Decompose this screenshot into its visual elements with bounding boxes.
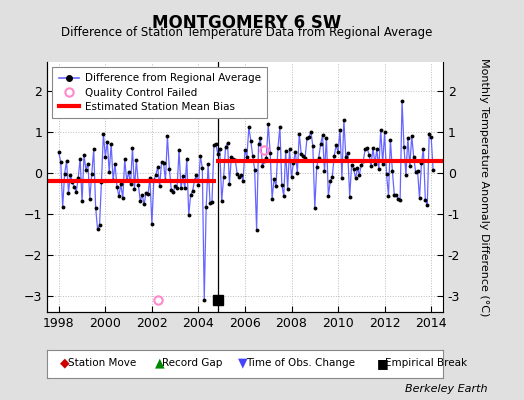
Text: ■: ■ [377, 357, 389, 370]
Text: Station Move: Station Move [68, 358, 136, 368]
Text: Record Gap: Record Gap [162, 358, 223, 368]
Y-axis label: Monthly Temperature Anomaly Difference (°C): Monthly Temperature Anomaly Difference (… [479, 58, 489, 316]
Text: ▲: ▲ [155, 357, 164, 370]
Text: Berkeley Earth: Berkeley Earth [405, 384, 487, 394]
Text: Empirical Break: Empirical Break [385, 358, 467, 368]
Text: Difference of Station Temperature Data from Regional Average: Difference of Station Temperature Data f… [61, 26, 432, 39]
Text: ▼: ▼ [238, 357, 248, 370]
Text: ◆: ◆ [60, 357, 70, 370]
Text: MONTGOMERY 6 SW: MONTGOMERY 6 SW [151, 14, 341, 32]
Legend: Difference from Regional Average, Quality Control Failed, Estimated Station Mean: Difference from Regional Average, Qualit… [52, 67, 267, 118]
Text: Time of Obs. Change: Time of Obs. Change [246, 358, 355, 368]
